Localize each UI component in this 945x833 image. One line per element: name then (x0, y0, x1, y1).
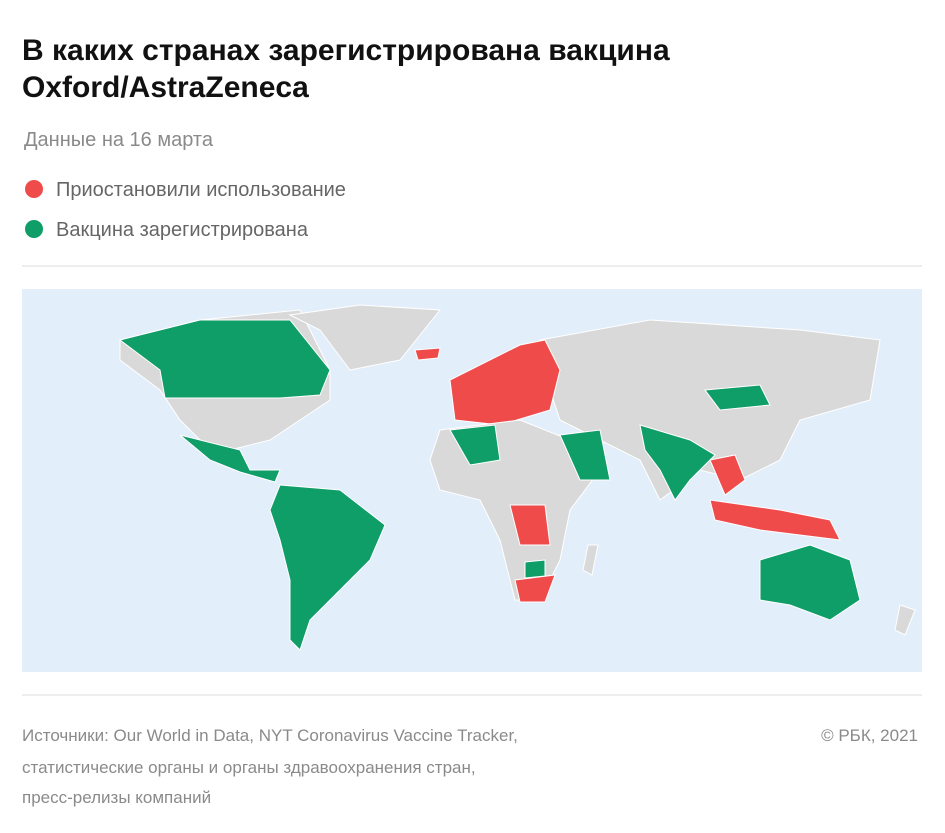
legend-dot (25, 220, 43, 238)
north-africa (449, 424, 501, 466)
source-line: Источники: Our World in Data, NYT Corona… (22, 726, 518, 745)
legend-label: Приостановили использование (56, 179, 346, 201)
central-america (179, 434, 281, 483)
indonesia (709, 499, 841, 541)
legend-dot (25, 180, 43, 198)
legend-label: Вакцина зарегистрирована (56, 219, 309, 241)
southeast-asia (709, 454, 746, 496)
iceland (414, 347, 441, 361)
madagascar (582, 544, 599, 576)
mongolia (704, 384, 771, 411)
title-line: В каких странах зарегистрирована вакцина (22, 34, 670, 67)
south-america (269, 484, 386, 651)
new-zealand (894, 604, 916, 636)
subtitle: Данные на 16 марта (24, 129, 214, 151)
congo (509, 504, 551, 546)
south-asia (639, 424, 716, 501)
title-line: Oxford/AstraZeneca (22, 71, 309, 104)
europe (449, 339, 561, 426)
middle-east (559, 429, 611, 481)
source-line: пресс-релизы компаний (22, 788, 211, 807)
source-line: статистические органы и органы здравоохр… (22, 758, 476, 777)
copyright: © РБК, 2021 (821, 726, 918, 745)
greenland (288, 304, 441, 371)
canada (118, 319, 331, 399)
southern-africa (524, 559, 546, 579)
legend: Приостановили использование Вакцина зарег… (25, 179, 346, 241)
australia (759, 544, 861, 621)
world-map (22, 289, 922, 672)
